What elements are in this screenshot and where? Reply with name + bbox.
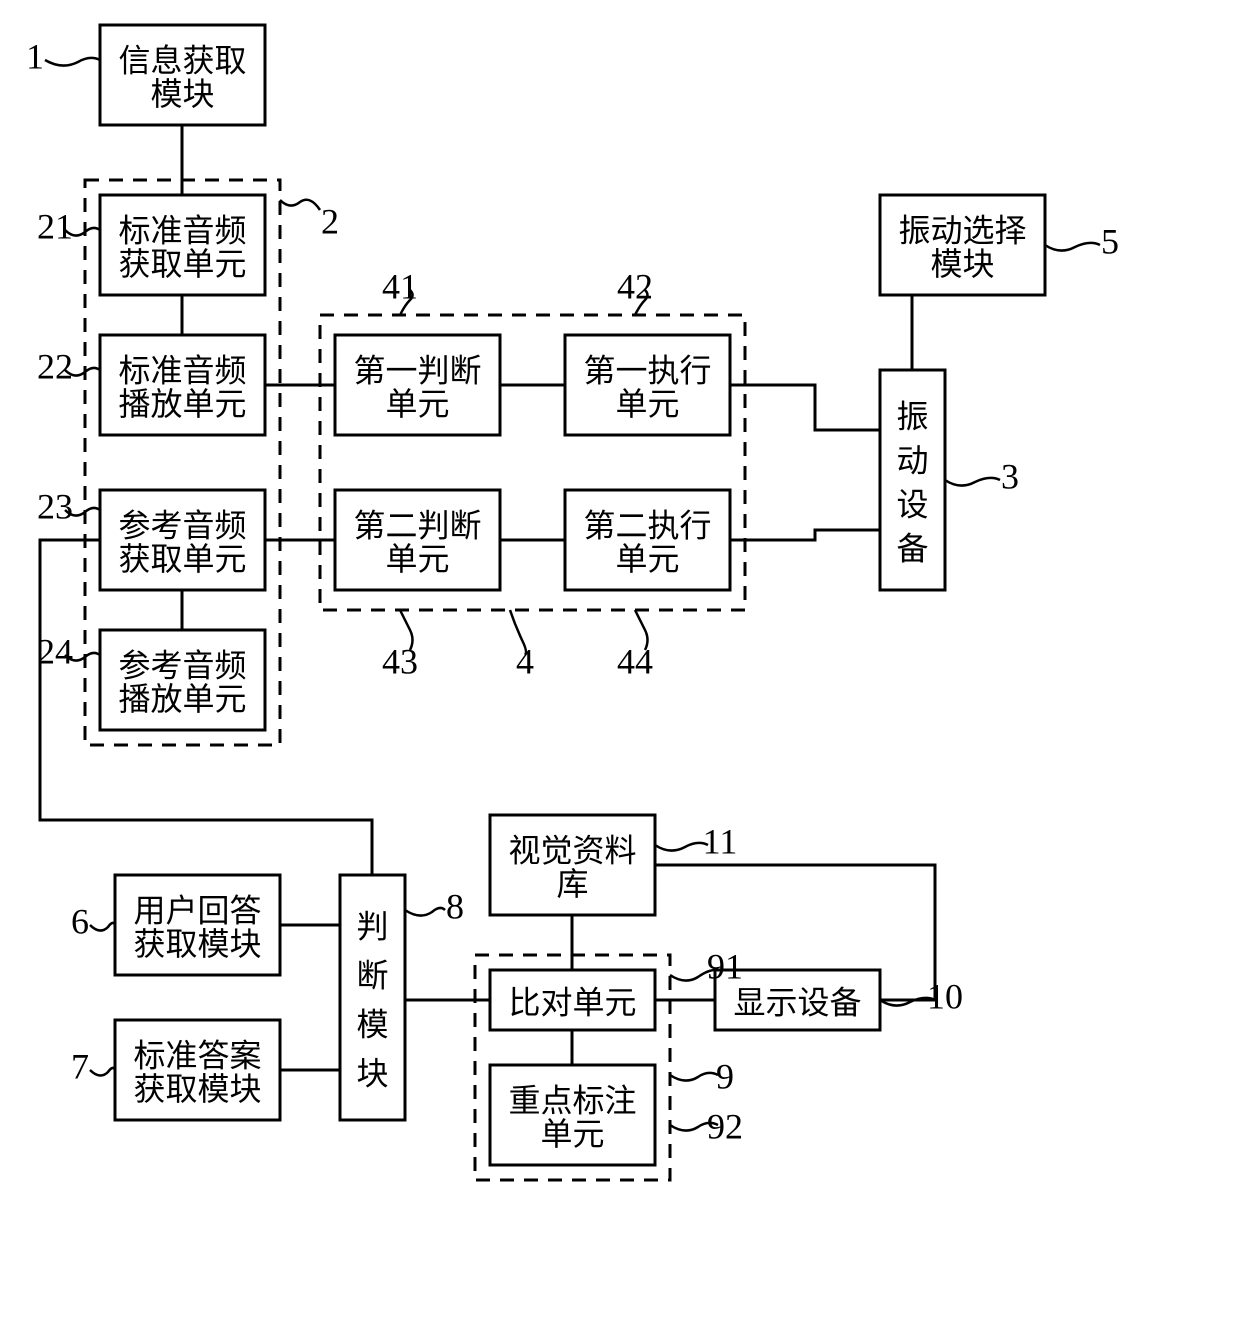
box-n42-line0: 第一执行 <box>583 353 711 389</box>
box-n21-line1: 获取单元 <box>118 246 246 282</box>
label-l91: 91 <box>707 946 743 986</box>
box-n44-line0: 第二执行 <box>583 508 711 544</box>
box-n11-line1: 库 <box>556 866 588 902</box>
box-n10-line0: 显示设备 <box>733 984 861 1020</box>
label-l5: 5 <box>1101 221 1119 261</box>
edge-n42-n3 <box>730 385 880 430</box>
diagram-canvas: 信息获取模块标准音频获取单元标准音频播放单元参考音频获取单元参考音频播放单元第一… <box>0 0 1240 1338</box>
label-l92: 92 <box>707 1106 743 1146</box>
label-l6: 6 <box>71 901 89 941</box>
label-l2: 2 <box>321 201 339 241</box>
label-l9: 9 <box>716 1056 734 1096</box>
label-l41: 41 <box>382 266 418 306</box>
box-n22-line1: 播放单元 <box>118 386 246 422</box>
label-l11: 11 <box>703 821 738 861</box>
box-n5-line1: 模块 <box>930 246 994 282</box>
box-n8-char2: 模 <box>356 1006 388 1042</box>
box-n41-line1: 单元 <box>385 386 449 422</box>
label-l8: 8 <box>446 886 464 926</box>
lead-l3 <box>945 478 1000 486</box>
label-l3: 3 <box>1001 456 1019 496</box>
box-n8-char0: 判 <box>356 908 388 944</box>
box-n5-line0: 振动选择 <box>898 213 1026 249</box>
label-l22: 22 <box>37 346 73 386</box>
box-n7-line1: 获取模块 <box>133 1071 261 1107</box>
lead-l7 <box>90 1068 115 1076</box>
label-l1: 1 <box>26 36 44 76</box>
label-l43: 43 <box>382 641 418 681</box>
box-n23-line1: 获取单元 <box>118 541 246 577</box>
box-n43-line1: 单元 <box>385 541 449 577</box>
box-n43-line0: 第二判断 <box>353 508 481 544</box>
box-n1-line0: 信息获取 <box>118 43 246 79</box>
lead-l2 <box>280 200 320 210</box>
label-l4: 4 <box>516 641 534 681</box>
label-l44: 44 <box>617 641 653 681</box>
box-n92-line1: 单元 <box>540 1116 604 1152</box>
box-n11-line0: 视觉资料 <box>508 833 636 869</box>
box-n3-char3: 备 <box>896 530 928 566</box>
box-n7-line0: 标准答案 <box>133 1038 261 1074</box>
box-n24-line1: 播放单元 <box>118 681 246 717</box>
box-n41-line0: 第一判断 <box>353 353 481 389</box>
lead-l11 <box>655 843 708 851</box>
label-l42: 42 <box>617 266 653 306</box>
box-n42-line1: 单元 <box>615 386 679 422</box>
box-n24-line0: 参考音频 <box>118 648 246 684</box>
box-n3-char1: 动 <box>896 442 928 478</box>
lead-l6 <box>90 923 115 931</box>
box-n92-line0: 重点标注 <box>508 1083 636 1119</box>
box-n22-line0: 标准音频 <box>118 353 246 389</box>
label-l21: 21 <box>37 206 73 246</box>
lead-l8 <box>405 908 445 916</box>
lead-l9 <box>670 1073 718 1081</box>
label-l7: 7 <box>71 1046 89 1086</box>
label-l24: 24 <box>37 631 73 671</box>
box-n3-char2: 设 <box>896 486 928 522</box>
box-n6-line1: 获取模块 <box>133 926 261 962</box>
lead-l5 <box>1045 243 1100 251</box>
box-n6-line0: 用户回答 <box>133 893 261 929</box>
box-n1-line1: 模块 <box>150 76 214 112</box>
box-n8-char1: 断 <box>356 957 388 993</box>
box-n23-line0: 参考音频 <box>118 508 246 544</box>
box-n91-line0: 比对单元 <box>508 984 636 1020</box>
box-n8-char3: 块 <box>356 1055 388 1091</box>
box-n21-line0: 标准音频 <box>118 213 246 249</box>
box-n44-line1: 单元 <box>615 541 679 577</box>
box-n3-char0: 振 <box>896 398 928 434</box>
label-l23: 23 <box>37 486 73 526</box>
lead-l1 <box>45 58 100 66</box>
label-l10: 10 <box>927 976 963 1016</box>
edge-n44-n3 <box>730 530 880 540</box>
